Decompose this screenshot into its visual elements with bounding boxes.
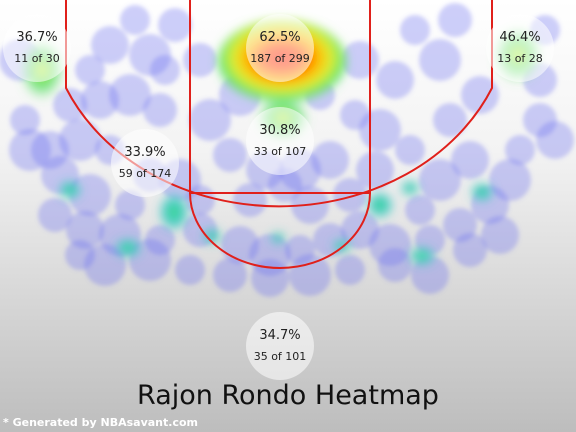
zone-paint: 30.8% 33 of 107 bbox=[246, 107, 314, 175]
zone-made-attempts: 33 of 107 bbox=[254, 145, 307, 158]
left-arc-spot bbox=[114, 238, 142, 258]
right-baseline-spot bbox=[470, 182, 494, 202]
zone-percentage: 46.4% bbox=[499, 30, 540, 45]
zone-bubble bbox=[111, 129, 179, 197]
zone-percentage: 62.5% bbox=[259, 30, 300, 45]
credit-text: * Generated by NBAsavant.com bbox=[3, 416, 198, 429]
density-blob bbox=[59, 119, 101, 161]
top-key-spot bbox=[270, 232, 286, 244]
density-blob bbox=[438, 3, 472, 37]
zone-made-attempts: 11 of 30 bbox=[14, 52, 60, 65]
zone-left-corner-three: 36.7% 11 of 30 bbox=[3, 14, 71, 82]
zone-bubble bbox=[246, 107, 314, 175]
zone-bubble bbox=[486, 14, 554, 82]
left-baseline-spot bbox=[58, 180, 82, 200]
zone-made-attempts: 35 of 101 bbox=[254, 350, 307, 363]
density-blob bbox=[376, 61, 414, 99]
left-wing-hotspot bbox=[158, 192, 190, 232]
density-blob bbox=[378, 248, 412, 282]
density-blob bbox=[9, 129, 51, 171]
right-wing-spot-2 bbox=[400, 180, 420, 196]
zone-bubble bbox=[246, 312, 314, 380]
zone-percentage: 34.7% bbox=[259, 328, 300, 343]
density-blob bbox=[10, 105, 40, 135]
density-blob bbox=[175, 255, 205, 285]
density-blob bbox=[143, 93, 177, 127]
density-blob bbox=[505, 135, 535, 165]
density-blob bbox=[489, 159, 531, 201]
zone-restricted-area: 62.5% 187 of 299 bbox=[246, 14, 314, 82]
density-blob bbox=[213, 258, 247, 292]
zone-made-attempts: 13 of 28 bbox=[497, 52, 543, 65]
zone-bubble bbox=[3, 14, 71, 82]
density-blob bbox=[419, 39, 461, 81]
zone-percentage: 33.9% bbox=[124, 145, 165, 160]
density-blob bbox=[395, 135, 425, 165]
density-blob bbox=[400, 15, 430, 45]
zone-above-break-three: 34.7% 35 of 101 bbox=[246, 312, 314, 380]
density-blob bbox=[536, 121, 574, 159]
density-blob bbox=[158, 8, 192, 42]
density-blob bbox=[335, 255, 365, 285]
zone-bubble bbox=[246, 14, 314, 82]
density-blob bbox=[65, 240, 95, 270]
zone-left-midrange: 33.9% 59 of 174 bbox=[111, 129, 179, 197]
density-blob bbox=[289, 254, 331, 296]
density-blob bbox=[419, 159, 461, 201]
density-blob bbox=[75, 55, 105, 85]
zone-made-attempts: 187 of 299 bbox=[250, 52, 310, 65]
chart-title: Rajon Rondo Heatmap bbox=[0, 380, 576, 411]
zone-percentage: 36.7% bbox=[16, 30, 57, 45]
density-blob bbox=[340, 100, 370, 130]
zone-right-corner-three: 46.4% 13 of 28 bbox=[486, 14, 554, 82]
right-arc-spot bbox=[408, 246, 436, 266]
zone-made-attempts: 59 of 174 bbox=[119, 167, 172, 180]
zone-percentage: 30.8% bbox=[259, 123, 300, 138]
density-blob bbox=[150, 55, 180, 85]
density-blob bbox=[481, 216, 519, 254]
density-blob bbox=[120, 5, 150, 35]
density-blob bbox=[213, 138, 247, 172]
density-blob bbox=[341, 41, 379, 79]
density-blob bbox=[405, 195, 435, 225]
density-blob bbox=[183, 43, 217, 77]
